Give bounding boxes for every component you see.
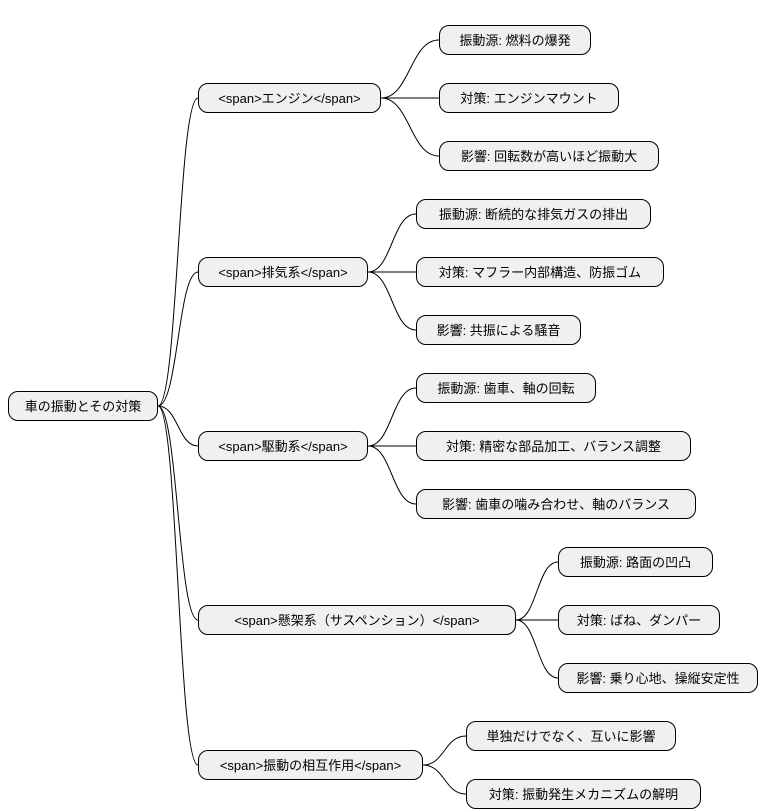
tree-node-label: <span>エンジン</span> xyxy=(218,91,360,106)
tree-node-b: <span>排気系</span> xyxy=(198,257,368,287)
tree-node-label: 単独だけでなく、互いに影響 xyxy=(486,729,655,744)
tree-node-c2: 対策: 精密な部品加工、バランス調整 xyxy=(416,431,691,461)
tree-node-b2: 対策: マフラー内部構造、防振ゴム xyxy=(416,257,664,287)
tree-node-root: 車の振動とその対策 xyxy=(8,391,158,421)
tree-node-label: 影響: 共振による騒音 xyxy=(437,323,561,338)
tree-edge xyxy=(516,562,558,620)
tree-edge xyxy=(158,406,198,765)
tree-node-label: 影響: 歯車の噛み合わせ、軸のバランス xyxy=(442,497,670,512)
tree-edge xyxy=(158,406,198,446)
tree-node-a: <span>エンジン</span> xyxy=(198,83,381,113)
tree-node-d: <span>懸架系（サスペンション）</span> xyxy=(198,605,516,635)
tree-node-c: <span>駆動系</span> xyxy=(198,431,368,461)
tree-node-d2: 対策: ばね、ダンパー xyxy=(558,605,720,635)
tree-node-a3: 影響: 回転数が高いほど振動大 xyxy=(439,141,659,171)
tree-node-label: <span>排気系</span> xyxy=(218,265,347,280)
tree-node-label: 対策: マフラー内部構造、防振ゴム xyxy=(439,265,641,280)
tree-node-e: <span>振動の相互作用</span> xyxy=(198,750,423,780)
tree-edge xyxy=(368,388,416,446)
tree-node-d1: 振動源: 路面の凹凸 xyxy=(558,547,713,577)
tree-node-label: 影響: 回転数が高いほど振動大 xyxy=(461,149,637,164)
tree-node-label: 振動源: 歯車、軸の回転 xyxy=(437,381,574,396)
tree-node-a2: 対策: エンジンマウント xyxy=(439,83,619,113)
tree-node-label: 対策: 振動発生メカニズムの解明 xyxy=(489,787,678,802)
tree-edge xyxy=(158,406,198,620)
tree-edge xyxy=(158,272,198,406)
tree-node-label: 振動源: 断続的な排気ガスの排出 xyxy=(439,207,628,222)
tree-node-c3: 影響: 歯車の噛み合わせ、軸のバランス xyxy=(416,489,696,519)
tree-node-label: 対策: ばね、ダンパー xyxy=(577,613,701,628)
tree-node-label: 影響: 乗り心地、操縦安定性 xyxy=(576,671,739,686)
tree-node-a1: 振動源: 燃料の爆発 xyxy=(439,25,591,55)
tree-edge xyxy=(381,40,439,98)
tree-edge xyxy=(368,446,416,504)
tree-node-label: 振動源: 路面の凹凸 xyxy=(580,555,691,570)
tree-node-e2: 対策: 振動発生メカニズムの解明 xyxy=(466,779,701,809)
tree-node-b1: 振動源: 断続的な排気ガスの排出 xyxy=(416,199,651,229)
tree-node-label: 振動源: 燃料の爆発 xyxy=(459,33,570,48)
tree-node-e1: 単独だけでなく、互いに影響 xyxy=(466,721,676,751)
tree-edge xyxy=(368,214,416,272)
tree-edge xyxy=(516,620,558,678)
tree-edge xyxy=(381,98,439,156)
tree-node-label: <span>駆動系</span> xyxy=(218,439,347,454)
tree-edge xyxy=(158,98,198,406)
tree-node-label: 対策: エンジンマウント xyxy=(460,91,597,106)
tree-node-d3: 影響: 乗り心地、操縦安定性 xyxy=(558,663,758,693)
tree-edge xyxy=(423,765,466,794)
tree-node-label: 対策: 精密な部品加工、バランス調整 xyxy=(446,439,661,454)
tree-edge xyxy=(368,272,416,330)
tree-node-label: <span>振動の相互作用</span> xyxy=(220,758,401,773)
tree-node-label: 車の振動とその対策 xyxy=(25,399,142,414)
tree-node-label: <span>懸架系（サスペンション）</span> xyxy=(234,613,479,628)
tree-node-b3: 影響: 共振による騒音 xyxy=(416,315,581,345)
tree-node-c1: 振動源: 歯車、軸の回転 xyxy=(416,373,596,403)
tree-edge xyxy=(423,736,466,765)
